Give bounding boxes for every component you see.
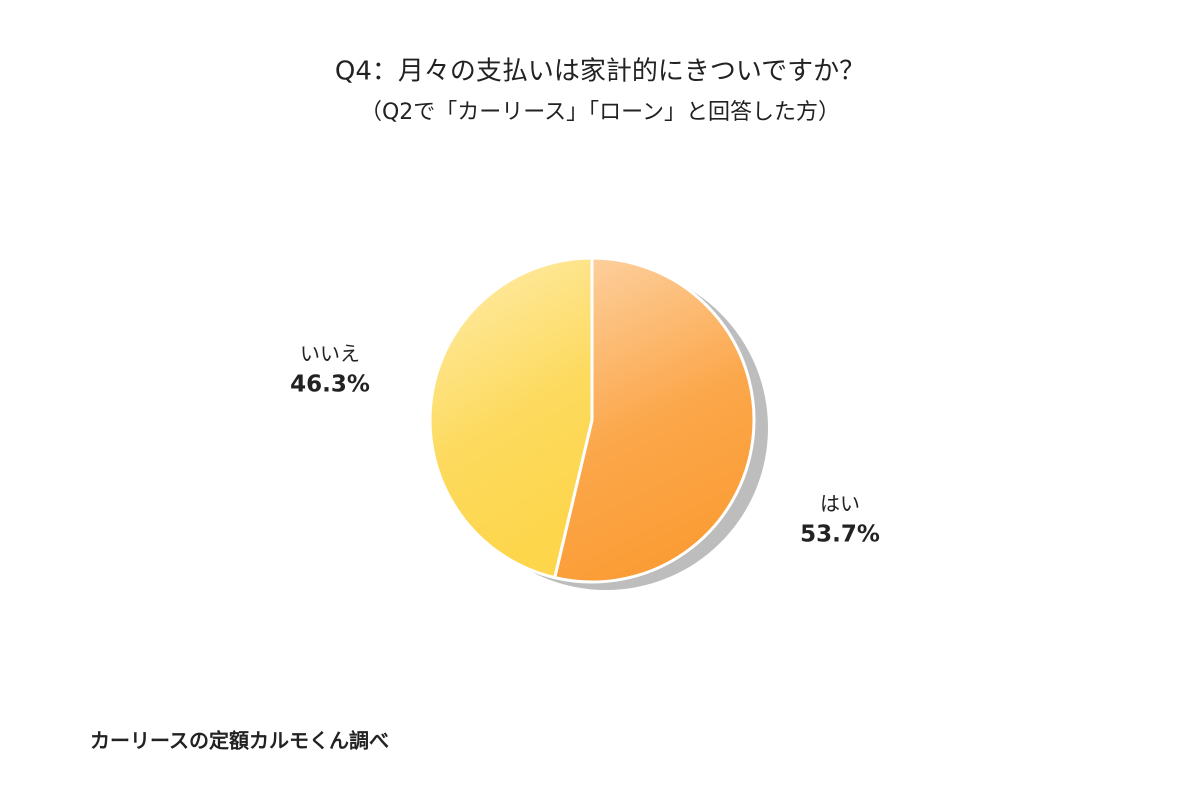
slice-category: いいえ xyxy=(300,342,360,366)
slice-category: はい xyxy=(820,492,860,516)
chart-title: Q4：月々の支払いは家計的にきついですか？ xyxy=(335,57,865,87)
slice-highlight xyxy=(430,258,592,578)
slice-value-label: 53.7% xyxy=(800,522,880,548)
slice-value-label: 46.3% xyxy=(290,372,370,398)
chart-subtitle: （Q2で「カーリース」「ローン」と回答した方） xyxy=(360,100,840,125)
slice-highlight xyxy=(554,258,754,582)
source: カーリースの定額カルモくん調べ xyxy=(90,729,389,753)
